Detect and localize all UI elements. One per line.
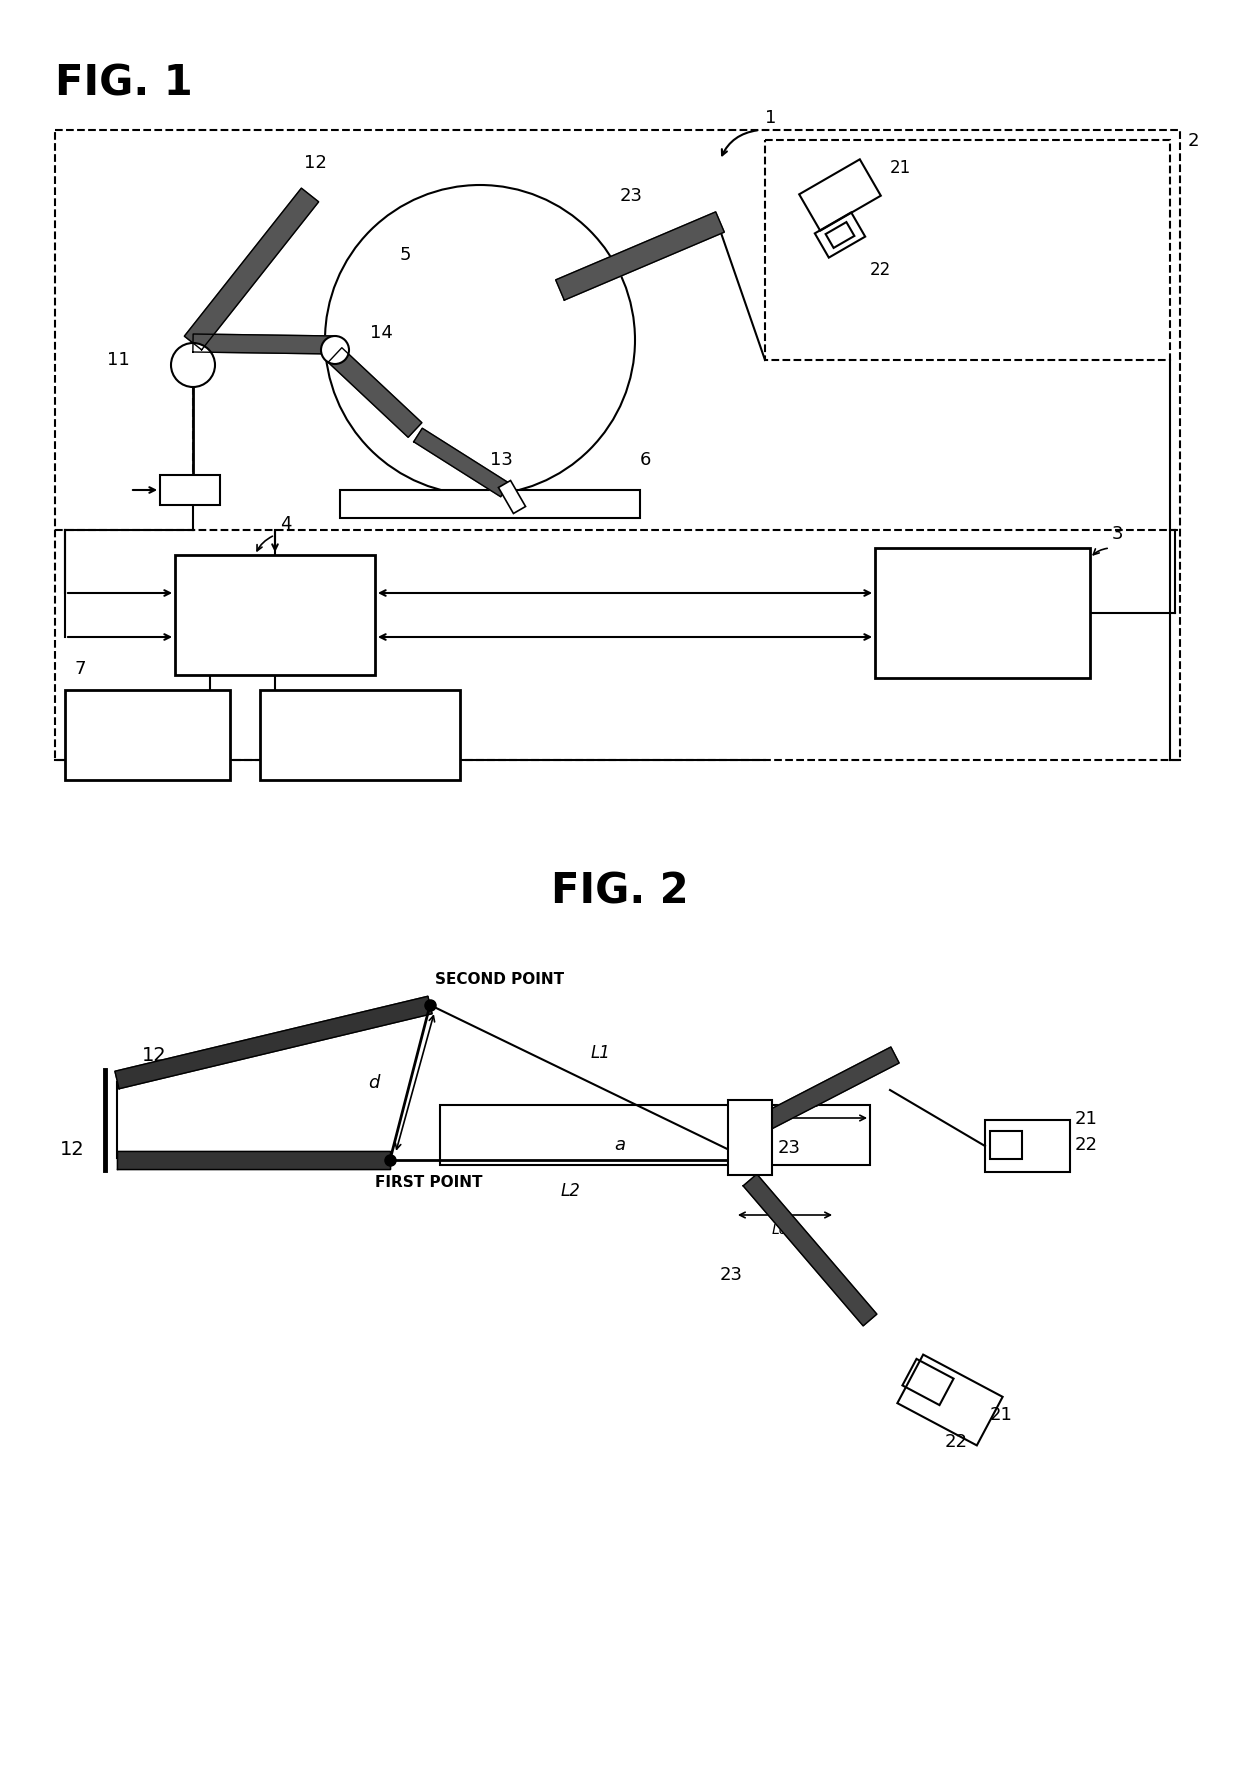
Text: d: d (368, 1073, 379, 1091)
Polygon shape (185, 188, 319, 350)
Polygon shape (117, 1150, 391, 1170)
Text: NONVOLATILE
MEMORY: NONVOLATILE MEMORY (305, 720, 414, 750)
Text: CONTROL
UNIT: CONTROL UNIT (234, 598, 316, 630)
Text: FIG. 2: FIG. 2 (552, 870, 688, 913)
Bar (728, 1100, 773, 1175)
Text: 11: 11 (107, 352, 130, 370)
Text: a: a (615, 1136, 625, 1154)
Text: 5: 5 (401, 246, 412, 264)
Polygon shape (498, 480, 526, 514)
Polygon shape (414, 429, 510, 497)
Bar (64, 689, 229, 780)
Text: 12: 12 (143, 1047, 166, 1064)
Text: 4: 4 (280, 514, 291, 532)
Polygon shape (746, 1047, 899, 1138)
Text: MODE
SWITCHING
UNIT: MODE SWITCHING UNIT (934, 588, 1032, 638)
Text: DISPLAY
UNIT: DISPLAY UNIT (115, 720, 180, 750)
Polygon shape (743, 1173, 877, 1325)
Text: FIG. 1: FIG. 1 (55, 63, 192, 104)
Text: 23: 23 (620, 188, 644, 205)
Text: 21: 21 (990, 1406, 1013, 1423)
Text: 14: 14 (370, 323, 393, 341)
Text: 22: 22 (945, 1432, 968, 1450)
Text: 12: 12 (304, 154, 326, 171)
Text: 3: 3 (1112, 525, 1123, 543)
Text: 23: 23 (720, 1266, 743, 1284)
Text: 1: 1 (765, 109, 776, 127)
Text: 21: 21 (890, 159, 911, 177)
Bar (985, 1120, 1070, 1172)
Text: L1: L1 (590, 1045, 610, 1063)
Text: 23: 23 (777, 1139, 801, 1157)
Polygon shape (193, 334, 335, 354)
Bar (340, 489, 640, 518)
Text: Loff: Loff (795, 1097, 821, 1111)
Text: 22: 22 (1075, 1136, 1097, 1154)
Text: 13: 13 (490, 452, 513, 470)
Text: 8: 8 (280, 661, 291, 679)
Circle shape (321, 336, 348, 364)
Text: SECOND POINT: SECOND POINT (435, 972, 564, 988)
Text: L2: L2 (560, 1182, 580, 1200)
Bar (990, 1131, 1022, 1159)
Text: 22: 22 (870, 261, 892, 279)
Text: 21: 21 (1075, 1111, 1097, 1129)
Bar (160, 475, 219, 505)
Bar (260, 689, 460, 780)
Circle shape (171, 343, 215, 388)
Text: 6: 6 (640, 452, 651, 470)
Bar (875, 548, 1090, 679)
Bar (440, 1106, 870, 1164)
Text: FIRST POINT: FIRST POINT (374, 1175, 482, 1189)
Polygon shape (329, 348, 422, 438)
Bar (175, 555, 374, 675)
Text: 12: 12 (60, 1139, 84, 1159)
Polygon shape (115, 997, 432, 1089)
Text: Loff: Loff (773, 1223, 799, 1238)
Polygon shape (556, 213, 724, 300)
Text: 2: 2 (1188, 132, 1199, 150)
Text: 7: 7 (74, 661, 87, 679)
